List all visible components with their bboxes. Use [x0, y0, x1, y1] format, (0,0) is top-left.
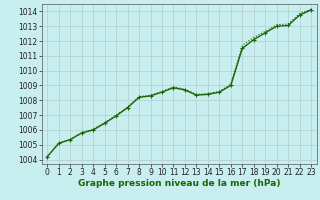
X-axis label: Graphe pression niveau de la mer (hPa): Graphe pression niveau de la mer (hPa): [78, 179, 280, 188]
